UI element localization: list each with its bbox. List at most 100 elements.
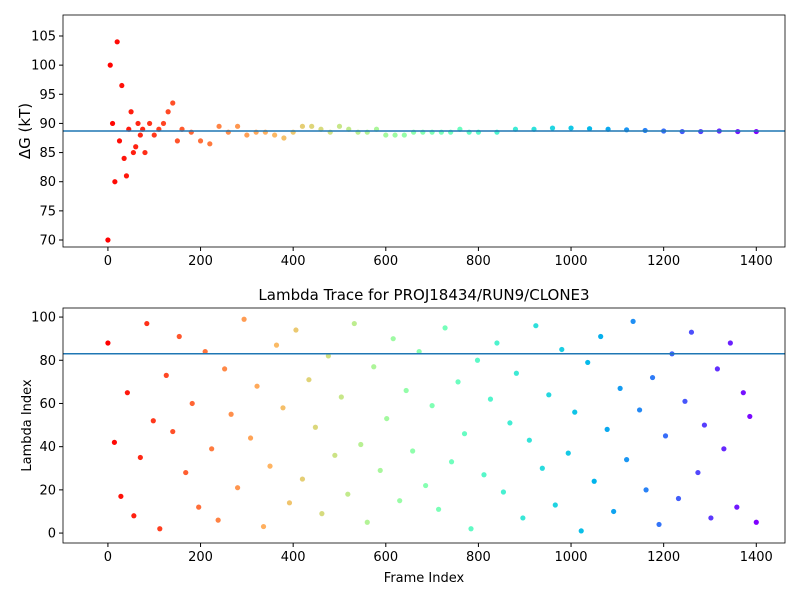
point <box>455 379 461 385</box>
x-tick-label: 1400 <box>740 550 773 565</box>
y-tick-label: 100 <box>31 59 56 74</box>
point <box>649 374 656 381</box>
point <box>591 478 597 484</box>
point <box>572 409 578 415</box>
point <box>234 485 241 491</box>
point <box>546 392 552 398</box>
x-tick-label: 600 <box>373 550 398 565</box>
point <box>552 502 558 508</box>
point <box>111 439 118 445</box>
point <box>565 450 571 456</box>
point <box>474 357 481 363</box>
point <box>345 491 351 497</box>
point <box>244 132 250 138</box>
point <box>403 387 409 394</box>
axes-frame <box>62 14 786 248</box>
x-tick-label: 800 <box>466 550 491 565</box>
point <box>130 149 136 156</box>
point <box>701 422 708 428</box>
point <box>416 349 422 355</box>
y-tick-label: 100 <box>31 311 56 326</box>
point <box>675 495 682 502</box>
point <box>390 336 396 342</box>
point <box>734 504 740 510</box>
y-tick-label: 80 <box>39 354 56 369</box>
point <box>254 383 260 389</box>
x-tick-label: 1400 <box>740 254 773 269</box>
point <box>119 82 125 89</box>
point <box>176 333 182 340</box>
point <box>747 413 753 420</box>
x-tick-label: 1000 <box>554 550 587 565</box>
point <box>137 132 143 138</box>
y-tick-label: 105 <box>31 29 56 44</box>
y-tick-label: 0 <box>48 527 56 542</box>
point <box>131 513 137 519</box>
point <box>299 476 306 482</box>
point <box>207 141 213 147</box>
point <box>234 123 241 129</box>
point <box>299 123 306 129</box>
point <box>197 138 204 144</box>
point <box>137 454 143 461</box>
point <box>384 415 390 422</box>
point <box>383 132 389 138</box>
x-axis-label: Frame Index <box>384 571 465 586</box>
point <box>753 519 759 525</box>
point <box>338 394 344 400</box>
point <box>585 359 591 366</box>
point <box>332 452 338 458</box>
x-tick-label: 0 <box>104 254 112 269</box>
point <box>116 138 123 144</box>
point <box>435 506 442 512</box>
x-tick-label: 800 <box>466 254 491 269</box>
point <box>109 120 116 127</box>
x-tick-label: 200 <box>188 550 213 565</box>
point <box>273 342 280 348</box>
point <box>598 333 604 340</box>
point <box>286 500 293 506</box>
x-tick-label: 1000 <box>554 254 587 269</box>
y-tick-label: 85 <box>39 146 56 161</box>
point <box>617 385 623 391</box>
x-tick-label: 1200 <box>647 550 680 565</box>
point <box>539 465 545 471</box>
point <box>280 405 286 411</box>
point <box>222 366 228 372</box>
y-tick-label: 40 <box>39 440 56 455</box>
point <box>170 428 176 435</box>
point <box>157 526 163 532</box>
point <box>423 482 429 489</box>
point <box>526 437 532 443</box>
point <box>401 132 407 138</box>
point <box>500 489 507 495</box>
point <box>578 528 584 534</box>
point <box>688 329 695 335</box>
y-tick-label: 90 <box>39 117 56 132</box>
point <box>123 173 130 179</box>
point <box>215 517 221 523</box>
point <box>228 411 234 417</box>
y-tick-label: 70 <box>39 234 56 249</box>
point <box>549 125 556 131</box>
point <box>114 39 120 45</box>
point <box>293 327 299 333</box>
point <box>364 519 370 525</box>
point <box>306 377 312 383</box>
point <box>358 441 364 448</box>
point <box>611 508 617 515</box>
point <box>150 418 156 424</box>
point <box>559 346 565 353</box>
point <box>124 390 130 396</box>
y-tick-label: 75 <box>39 204 56 219</box>
point <box>241 316 247 322</box>
point <box>624 457 630 463</box>
y-tick-label: 80 <box>39 175 56 190</box>
point <box>309 123 315 129</box>
point <box>507 420 513 426</box>
point <box>112 179 118 185</box>
point <box>429 403 435 409</box>
chart-title: Lambda Trace for PROJ18434/RUN9/CLONE3 <box>258 286 589 304</box>
point <box>662 433 669 439</box>
point <box>260 523 267 530</box>
